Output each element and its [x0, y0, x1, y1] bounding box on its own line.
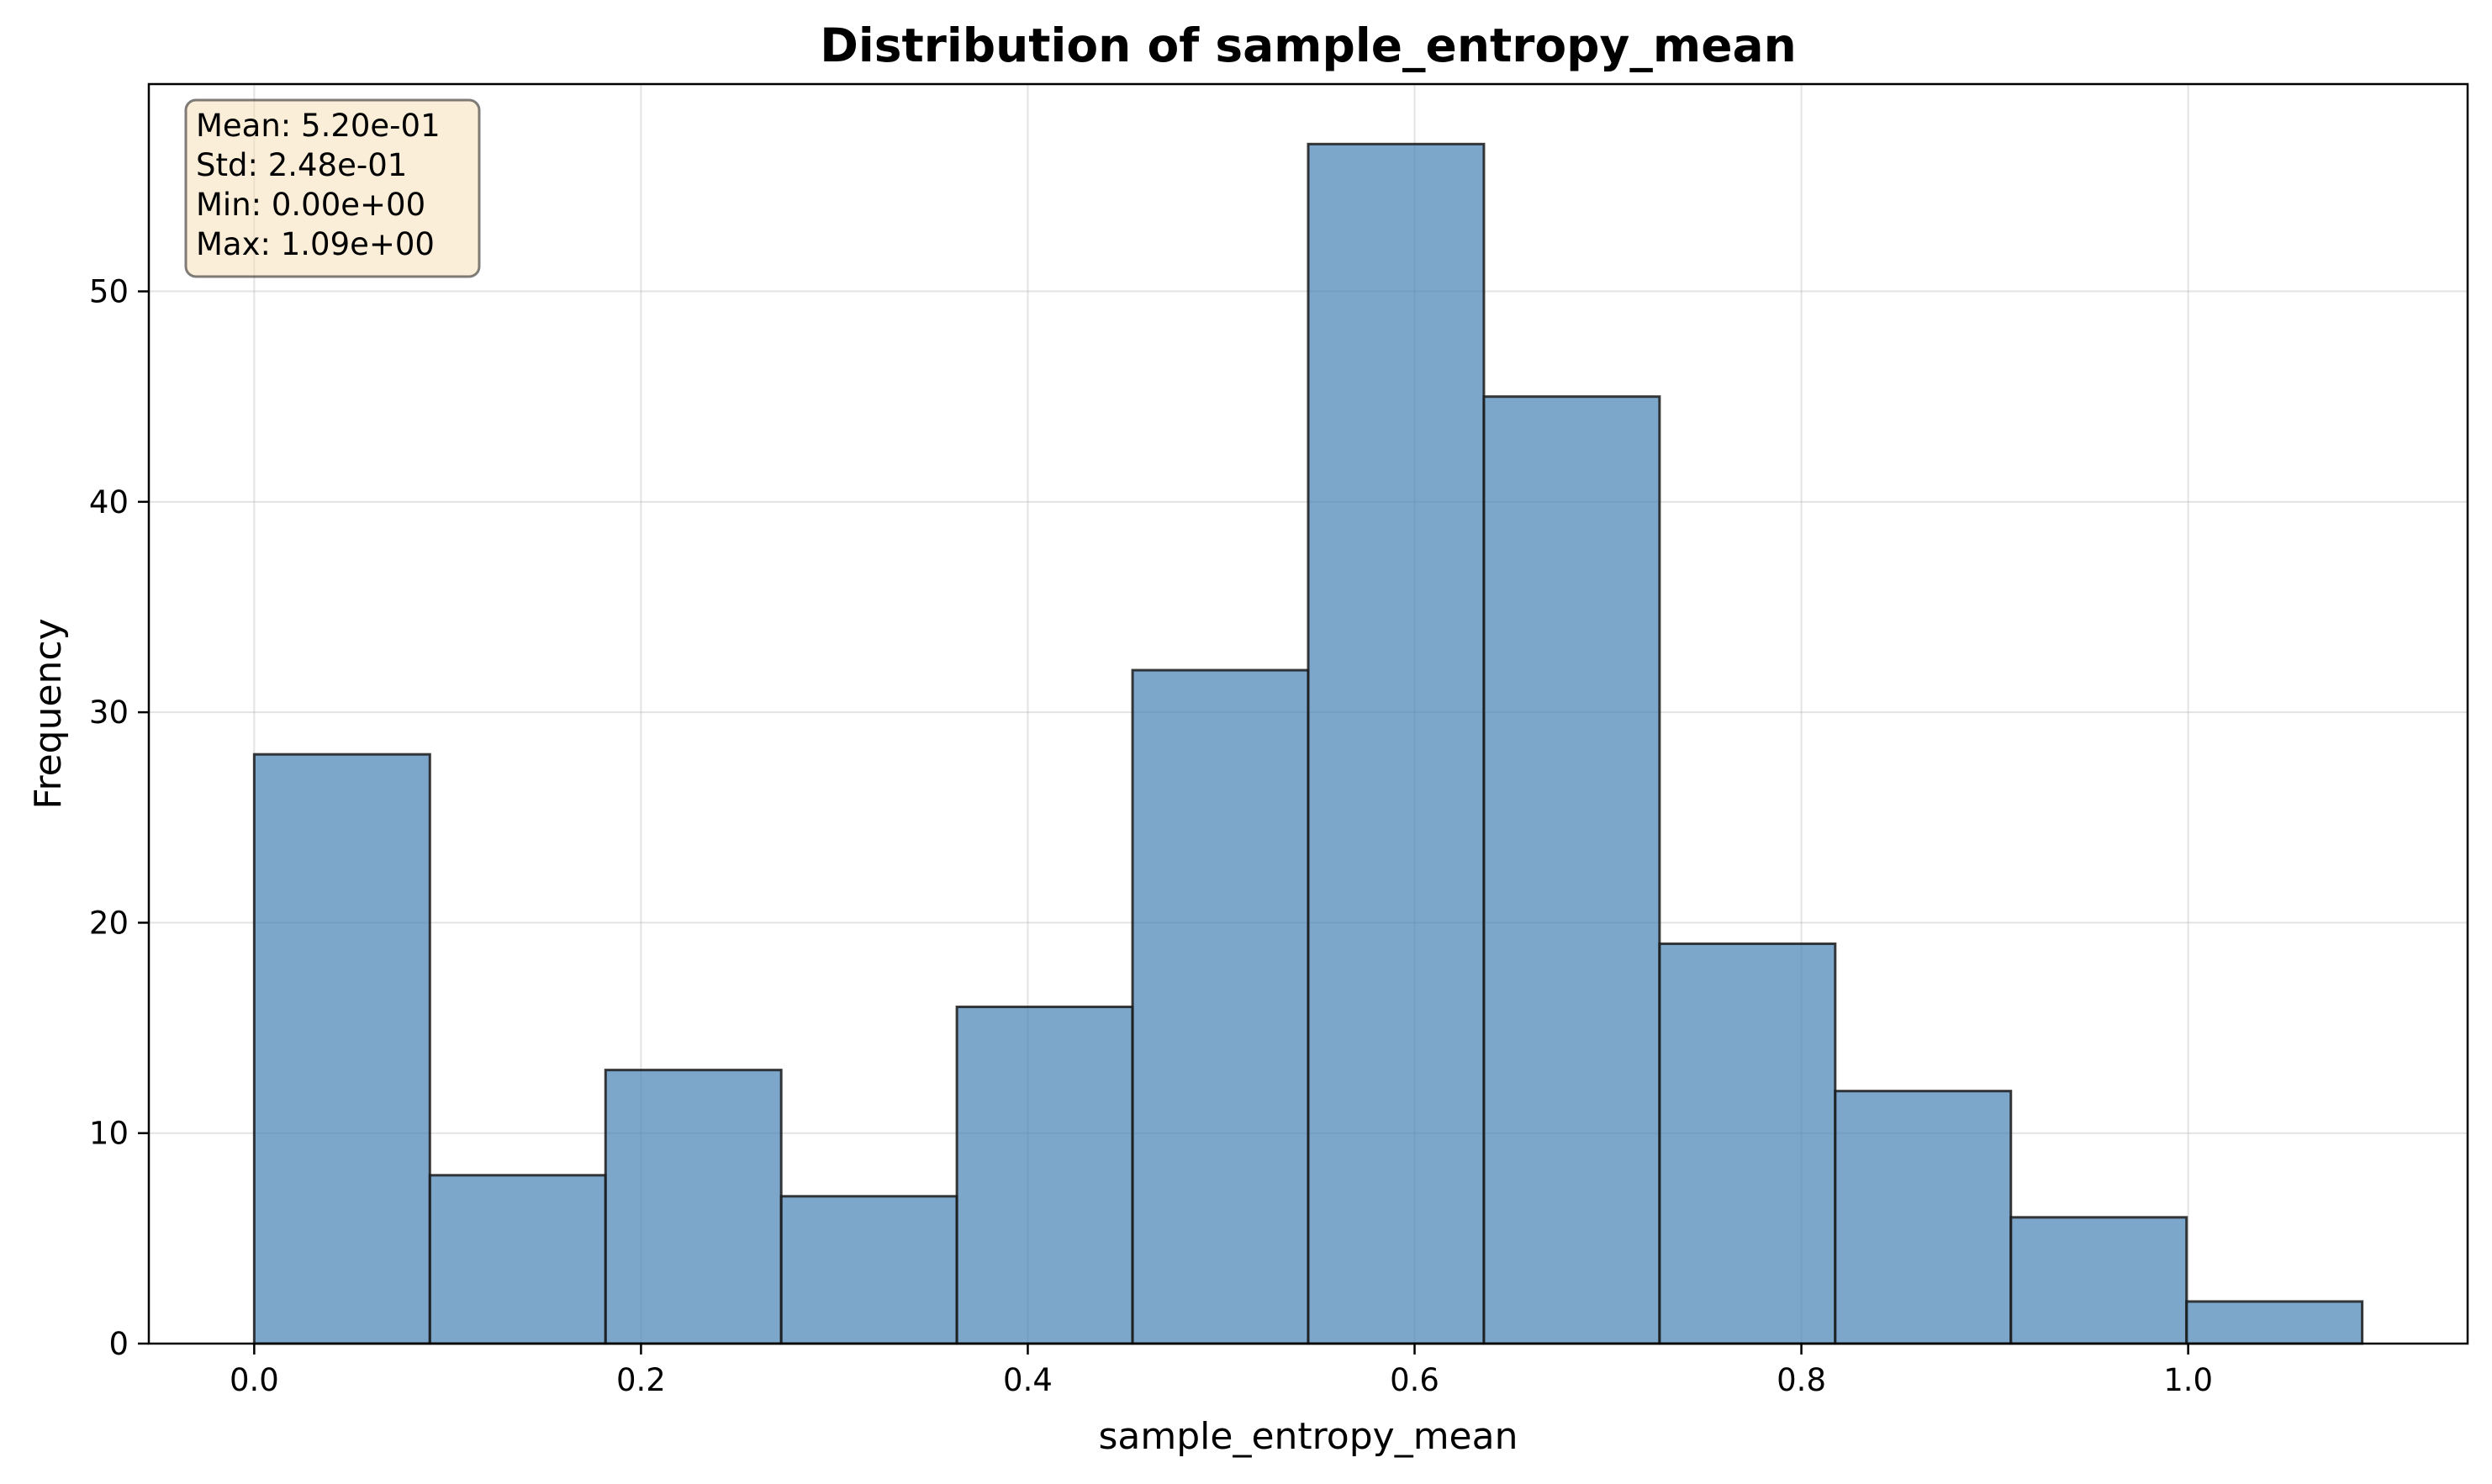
plot-area-frame	[147, 82, 2469, 1345]
histogram-bar	[1131, 668, 1310, 1345]
x-tick-label: 0.8	[1777, 1362, 1826, 1398]
histogram-bar	[2009, 1216, 2188, 1345]
y-tick-label: 10	[89, 1116, 129, 1152]
histogram-bar	[604, 1069, 783, 1345]
y-axis-label: Frequency	[27, 618, 70, 809]
x-tick-label: 0.4	[1003, 1362, 1053, 1398]
y-tick-label: 20	[89, 905, 129, 941]
stats-line: Mean: 5.20e-01	[196, 108, 441, 144]
x-axis-label: sample_entropy_mean	[1099, 1415, 1518, 1458]
y-tick-label: 50	[89, 274, 129, 310]
histogram-bar	[252, 753, 431, 1345]
histogram-bar	[2185, 1300, 2364, 1345]
histogram-bar	[1482, 395, 1661, 1345]
histogram-bar	[779, 1195, 958, 1345]
x-tick-label: 0.6	[1390, 1362, 1439, 1398]
histogram-bar	[955, 1006, 1134, 1345]
histogram-bar	[1658, 942, 1837, 1345]
x-tick-label: 1.0	[2163, 1362, 2213, 1398]
x-tick-label: 0.2	[616, 1362, 666, 1398]
x-axis-ticks: 0.0 0.2 0.4 0.6 0.8 1.0	[230, 1344, 2213, 1398]
histogram-bars	[252, 142, 2364, 1345]
y-tick-label: 30	[89, 694, 129, 731]
stats-box-background	[184, 98, 481, 278]
x-tick-label: 0.0	[230, 1362, 279, 1398]
y-axis-ticks: 0 10 20 30 40 50	[89, 274, 149, 1362]
chart-title: Distribution of sample_entropy_mean	[820, 18, 1797, 72]
y-tick-label: 0	[108, 1326, 129, 1362]
stats-line: Min: 0.00e+00	[196, 187, 425, 223]
stats-line: Max: 1.09e+00	[196, 226, 435, 262]
stats-line: Std: 2.48e-01	[196, 147, 407, 183]
histogram-bar	[428, 1174, 607, 1345]
histogram-bar	[1307, 142, 1486, 1345]
histogram-bar	[1834, 1090, 2013, 1345]
y-tick-label: 40	[89, 484, 129, 520]
